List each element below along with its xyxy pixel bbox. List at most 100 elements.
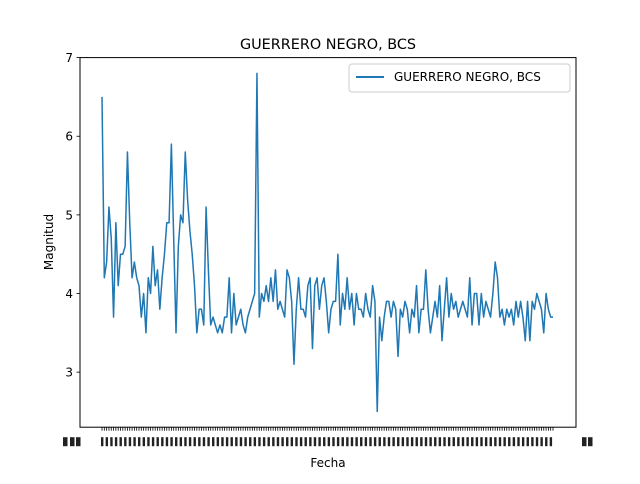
x-tick-label [527, 437, 529, 446]
x-tick-label [124, 437, 126, 446]
x-tick-label [513, 437, 515, 446]
x-tick-label [175, 437, 177, 446]
x-tick-label [346, 437, 348, 446]
x-tick-label [476, 437, 478, 446]
x-tick-label [462, 437, 464, 446]
x-tick-label [101, 437, 103, 446]
x-tick-label [286, 437, 288, 446]
x-tick-label [379, 437, 381, 446]
x-tick-label [120, 437, 122, 446]
x-tick-label [494, 437, 496, 446]
x-tick-label [485, 437, 487, 446]
x-tick-label [365, 437, 367, 446]
x-tick-label [76, 437, 81, 446]
x-tick-label [360, 437, 362, 446]
x-tick-label [226, 437, 228, 446]
x-tick-label [323, 437, 325, 446]
x-tick-label [429, 437, 431, 446]
x-tick-label [277, 437, 279, 446]
x-tick-label [198, 437, 200, 446]
x-tick-label [355, 437, 357, 446]
x-tick-label [471, 437, 473, 446]
x-tick-label [281, 437, 283, 446]
x-tick-label [434, 437, 436, 446]
x-tick-label [425, 437, 427, 446]
y-tick-label: 5 [65, 208, 73, 222]
x-tick-label [258, 437, 260, 446]
x-tick-label [448, 437, 450, 446]
x-tick-label [106, 437, 108, 446]
x-tick-label [180, 437, 182, 446]
x-tick-label [443, 437, 445, 446]
x-tick-label [263, 437, 265, 446]
x-tick-label [63, 437, 68, 446]
x-tick-label [545, 437, 547, 446]
x-tick-label [402, 437, 404, 446]
x-tick-label [318, 437, 320, 446]
x-tick-label [143, 437, 145, 446]
x-tick-label [203, 437, 205, 446]
x-tick-label [240, 437, 242, 446]
x-tick-label [268, 437, 270, 446]
x-tick-label [295, 437, 297, 446]
x-tick-label [129, 437, 131, 446]
x-tick-label [457, 437, 459, 446]
x-axis-label: Fecha [310, 456, 345, 470]
x-tick-label [337, 437, 339, 446]
x-tick-label [212, 437, 214, 446]
x-tick-label [161, 437, 163, 446]
x-tick-label [588, 437, 593, 446]
x-tick-label [466, 437, 468, 446]
x-tick-label [138, 437, 140, 446]
x-tick-label [157, 437, 159, 446]
x-tick-label [397, 437, 399, 446]
y-tick-label: 3 [65, 366, 73, 380]
x-tick-label [291, 437, 293, 446]
x-tick-label [508, 437, 510, 446]
x-tick-label [166, 437, 168, 446]
x-tick-label [115, 437, 117, 446]
x-tick-label [550, 437, 552, 446]
x-tick-label [517, 437, 519, 446]
x-tick-label [420, 437, 422, 446]
y-tick-label: 4 [65, 287, 73, 301]
x-tick-label [170, 437, 172, 446]
x-tick-label [374, 437, 376, 446]
x-tick-label [582, 437, 587, 446]
x-tick-label [522, 437, 524, 446]
x-tick-label [480, 437, 482, 446]
x-tick-label [254, 437, 256, 446]
x-tick-label [383, 437, 385, 446]
x-tick-label [392, 437, 394, 446]
x-tick-label [406, 437, 408, 446]
x-tick-label [314, 437, 316, 446]
y-tick-label: 6 [65, 130, 73, 144]
x-tick-label [110, 437, 112, 446]
legend: GUERRERO NEGRO, BCS [349, 64, 570, 92]
x-tick-label [217, 437, 219, 446]
x-tick-label [503, 437, 505, 446]
x-tick-label [207, 437, 209, 446]
x-tick-label [490, 437, 492, 446]
x-tick-label [351, 437, 353, 446]
x-tick-label [369, 437, 371, 446]
x-tick-label [194, 437, 196, 446]
x-tick-label [536, 437, 538, 446]
x-tick-label [540, 437, 542, 446]
x-tick-label [152, 437, 154, 446]
x-tick-label [249, 437, 251, 446]
x-tick-label [531, 437, 533, 446]
y-axis-label: Magnitud [42, 214, 56, 270]
x-tick-label [147, 437, 149, 446]
x-tick-label [300, 437, 302, 446]
x-tick-label [133, 437, 135, 446]
legend-label: GUERRERO NEGRO, BCS [394, 70, 541, 84]
x-tick-label [272, 437, 274, 446]
y-tick-label: 7 [65, 51, 73, 65]
x-tick-label [342, 437, 344, 446]
chart-title: GUERRERO NEGRO, BCS [240, 37, 416, 53]
x-tick-label [235, 437, 237, 446]
x-tick-label [453, 437, 455, 446]
x-tick-label [332, 437, 334, 446]
